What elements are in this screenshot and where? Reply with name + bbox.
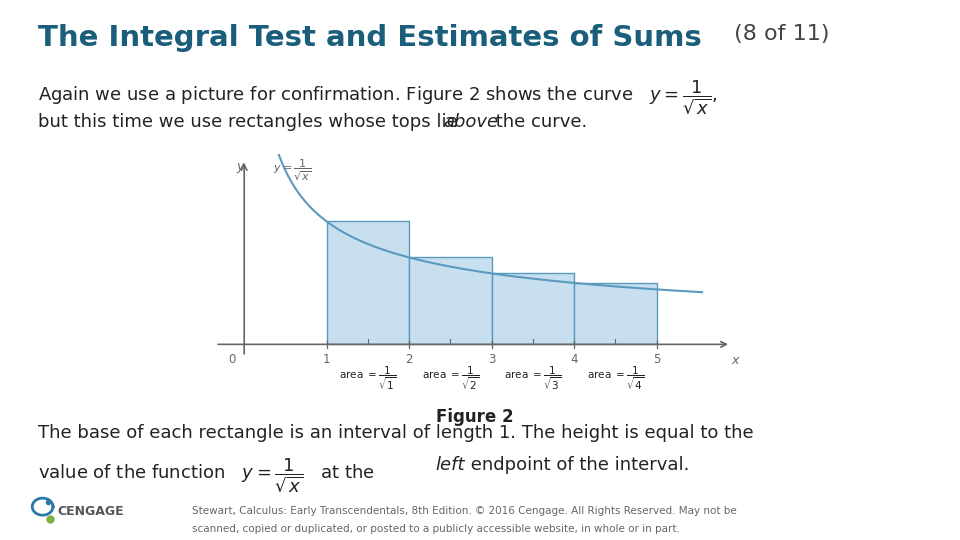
Text: 0: 0 — [228, 353, 235, 366]
Text: y: y — [236, 160, 244, 173]
Text: the curve.: the curve. — [490, 113, 587, 131]
Text: The Integral Test and Estimates of Sums: The Integral Test and Estimates of Sums — [38, 24, 702, 52]
Bar — [326, 221, 409, 345]
Text: $y = \dfrac{1}{\sqrt{x}}$: $y = \dfrac{1}{\sqrt{x}}$ — [273, 158, 312, 182]
Text: 5: 5 — [653, 353, 660, 366]
Text: Stewart, Calculus: Early Transcendentals, 8th Edition. © 2016 Cengage. All Right: Stewart, Calculus: Early Transcendentals… — [192, 506, 736, 516]
Text: endpoint of the interval.: endpoint of the interval. — [465, 456, 689, 474]
Text: area $= \dfrac{1}{\sqrt{2}}$: area $= \dfrac{1}{\sqrt{2}}$ — [421, 364, 479, 393]
Text: left: left — [435, 456, 465, 474]
Text: 3: 3 — [488, 353, 495, 366]
Text: Figure 2: Figure 2 — [437, 408, 514, 426]
Text: CENGAGE: CENGAGE — [58, 505, 124, 518]
Text: The base of each rectangle is an interval of length 1. The height is equal to th: The base of each rectangle is an interva… — [38, 424, 754, 442]
Text: 1: 1 — [323, 353, 330, 366]
Bar — [574, 283, 657, 345]
Text: value of the function   $y = \dfrac{1}{\sqrt{x}}$   at the: value of the function $y = \dfrac{1}{\sq… — [38, 456, 376, 494]
Text: area $= \dfrac{1}{\sqrt{3}}$: area $= \dfrac{1}{\sqrt{3}}$ — [504, 364, 562, 393]
Text: 4: 4 — [570, 353, 578, 366]
Text: Again we use a picture for confirmation. Figure 2 shows the curve   $y = \dfrac{: Again we use a picture for confirmation.… — [38, 78, 718, 116]
Text: area $= \dfrac{1}{\sqrt{4}}$: area $= \dfrac{1}{\sqrt{4}}$ — [587, 364, 644, 393]
Bar — [492, 273, 574, 345]
Text: x: x — [732, 354, 739, 367]
Text: above: above — [444, 113, 498, 131]
Text: but this time we use rectangles whose tops lie: but this time we use rectangles whose to… — [38, 113, 464, 131]
Text: 2: 2 — [405, 353, 413, 366]
Text: area $= \dfrac{1}{\sqrt{1}}$: area $= \dfrac{1}{\sqrt{1}}$ — [340, 364, 396, 393]
Text: scanned, copied or duplicated, or posted to a publicly accessible website, in wh: scanned, copied or duplicated, or posted… — [192, 524, 680, 534]
Bar — [409, 258, 492, 345]
Text: (8 of 11): (8 of 11) — [727, 24, 829, 44]
